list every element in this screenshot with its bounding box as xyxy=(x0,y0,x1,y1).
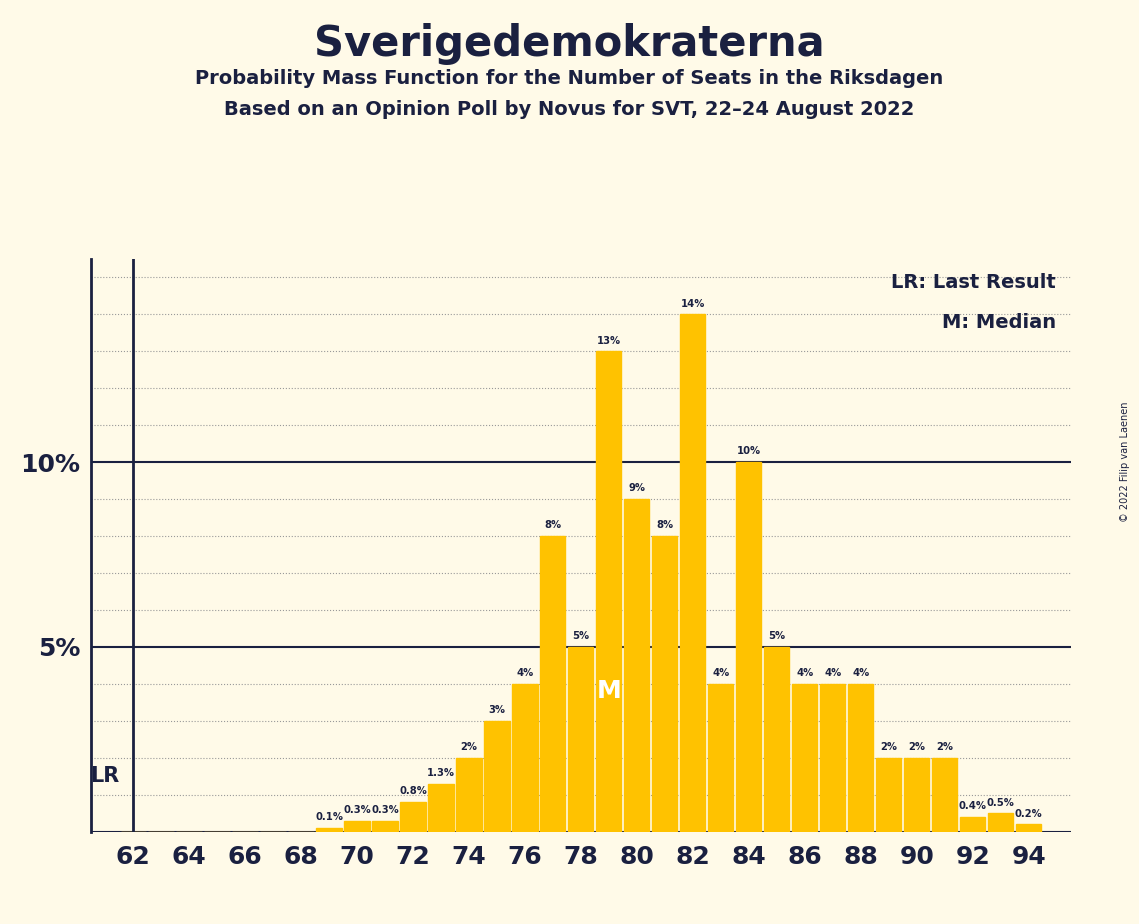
Bar xyxy=(960,817,985,832)
Text: LR: Last Result: LR: Last Result xyxy=(891,274,1056,292)
Text: © 2022 Filip van Laenen: © 2022 Filip van Laenen xyxy=(1120,402,1130,522)
Bar xyxy=(372,821,398,832)
Text: 5%: 5% xyxy=(572,631,590,641)
Text: Based on an Opinion Poll by Novus for SVT, 22–24 August 2022: Based on an Opinion Poll by Novus for SV… xyxy=(224,100,915,119)
Text: 2%: 2% xyxy=(936,742,953,752)
Bar xyxy=(428,784,453,832)
Bar xyxy=(989,813,1014,832)
Bar xyxy=(876,758,901,832)
Bar xyxy=(484,721,509,832)
Text: 4%: 4% xyxy=(712,668,729,678)
Bar xyxy=(317,828,342,832)
Bar xyxy=(1016,824,1041,832)
Bar xyxy=(653,536,678,832)
Text: 0.1%: 0.1% xyxy=(316,812,343,822)
Bar xyxy=(932,758,957,832)
Text: 0.3%: 0.3% xyxy=(371,805,399,815)
Bar xyxy=(344,821,369,832)
Bar xyxy=(680,314,705,832)
Bar xyxy=(624,499,649,832)
Text: 0.8%: 0.8% xyxy=(399,786,427,796)
Text: M: Median: M: Median xyxy=(942,313,1056,332)
Text: 8%: 8% xyxy=(656,520,673,530)
Text: 4%: 4% xyxy=(852,668,869,678)
Text: 4%: 4% xyxy=(825,668,842,678)
Text: Probability Mass Function for the Number of Seats in the Riksdagen: Probability Mass Function for the Number… xyxy=(196,69,943,89)
Bar xyxy=(793,684,818,832)
Text: 2%: 2% xyxy=(460,742,477,752)
Text: 0.4%: 0.4% xyxy=(959,801,986,811)
Text: 10%: 10% xyxy=(737,446,761,456)
Text: Sverigedemokraterna: Sverigedemokraterna xyxy=(314,23,825,65)
Text: 4%: 4% xyxy=(796,668,813,678)
Bar xyxy=(820,684,845,832)
Bar xyxy=(764,647,789,832)
Text: 2%: 2% xyxy=(908,742,925,752)
Bar xyxy=(736,462,761,832)
Text: 9%: 9% xyxy=(629,483,646,493)
Bar xyxy=(513,684,538,832)
Text: 5%: 5% xyxy=(768,631,786,641)
Text: 4%: 4% xyxy=(516,668,533,678)
Bar xyxy=(540,536,565,832)
Bar xyxy=(708,684,734,832)
Bar xyxy=(597,351,622,832)
Text: 0.2%: 0.2% xyxy=(1015,808,1042,819)
Text: 13%: 13% xyxy=(597,335,621,346)
Text: 8%: 8% xyxy=(544,520,562,530)
Text: 3%: 3% xyxy=(489,705,506,715)
Text: 0.3%: 0.3% xyxy=(343,805,371,815)
Bar xyxy=(904,758,929,832)
Text: 14%: 14% xyxy=(681,298,705,309)
Text: 1.3%: 1.3% xyxy=(427,768,454,778)
Text: LR: LR xyxy=(90,766,120,786)
Text: 0.5%: 0.5% xyxy=(986,797,1015,808)
Bar xyxy=(568,647,593,832)
Bar xyxy=(849,684,874,832)
Text: 2%: 2% xyxy=(880,742,898,752)
Bar xyxy=(401,802,426,832)
Bar xyxy=(457,758,482,832)
Text: M: M xyxy=(597,679,621,703)
